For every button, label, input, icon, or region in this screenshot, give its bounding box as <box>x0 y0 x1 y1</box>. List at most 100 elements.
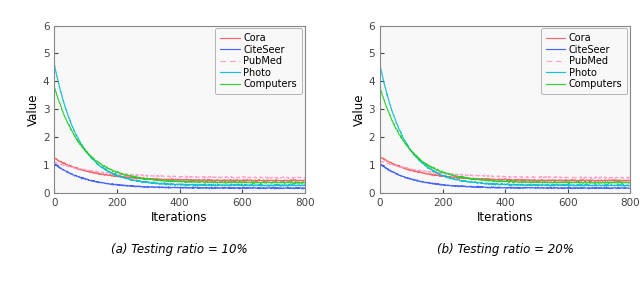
Photo <box>566 183 574 187</box>
PubMed <box>241 176 248 179</box>
Cora <box>196 178 204 182</box>
Line: PubMed: PubMed <box>380 161 630 179</box>
Photo <box>51 64 58 67</box>
Line: Computers: Computers <box>380 88 630 183</box>
Cora <box>566 179 574 182</box>
Photo <box>528 183 536 187</box>
PubMed <box>267 176 275 180</box>
CiteSeer <box>627 187 634 190</box>
Cora <box>529 179 536 182</box>
Line: Cora: Cora <box>380 157 630 181</box>
PubMed <box>522 175 529 179</box>
Line: Photo: Photo <box>54 65 305 187</box>
CiteSeer <box>51 162 58 166</box>
Photo <box>301 183 308 187</box>
Computers <box>66 125 74 128</box>
Cora <box>260 180 268 183</box>
Cora <box>267 179 275 182</box>
Y-axis label: Value: Value <box>27 93 40 126</box>
Computers <box>392 126 399 130</box>
Photo <box>536 183 543 187</box>
CiteSeer <box>196 186 204 189</box>
Computers <box>536 181 543 184</box>
PubMed <box>285 177 292 180</box>
Computers <box>522 181 529 184</box>
CiteSeer <box>377 162 385 166</box>
Photo <box>522 183 529 187</box>
Photo <box>241 183 248 187</box>
Cora <box>536 179 544 182</box>
CiteSeer <box>593 186 600 189</box>
Photo <box>602 185 610 188</box>
Computers <box>592 181 600 184</box>
X-axis label: Iterations: Iterations <box>477 211 533 224</box>
PubMed <box>301 176 308 179</box>
PubMed <box>51 161 58 164</box>
PubMed <box>376 159 384 162</box>
X-axis label: Iterations: Iterations <box>152 211 208 224</box>
CiteSeer <box>392 172 400 175</box>
Cora <box>66 165 74 168</box>
CiteSeer <box>584 187 592 191</box>
Cora <box>392 164 400 167</box>
Computers <box>627 181 634 184</box>
Computers <box>241 180 248 183</box>
Photo <box>210 183 218 187</box>
Photo <box>266 185 273 188</box>
PubMed <box>51 160 59 164</box>
CiteSeer <box>66 172 74 175</box>
Legend: Cora, CiteSeer, PubMed, Photo, Computers: Cora, CiteSeer, PubMed, Photo, Computers <box>541 28 627 94</box>
PubMed <box>627 176 634 179</box>
Computers <box>203 179 211 183</box>
Y-axis label: Value: Value <box>353 93 365 126</box>
CiteSeer <box>536 187 544 190</box>
Photo <box>392 118 399 122</box>
Line: Cora: Cora <box>54 158 305 181</box>
Text: (b) Testing ratio = 20%: (b) Testing ratio = 20% <box>436 243 573 256</box>
PubMed <box>566 176 574 179</box>
Line: PubMed: PubMed <box>54 162 305 179</box>
CiteSeer <box>376 163 384 166</box>
Computers <box>301 181 308 184</box>
Cora <box>522 178 530 181</box>
PubMed <box>536 175 543 178</box>
Cora <box>203 179 211 182</box>
Cora <box>593 179 600 182</box>
Computers <box>528 180 536 184</box>
CiteSeer <box>203 186 211 189</box>
PubMed <box>67 165 74 169</box>
Cora <box>210 179 218 182</box>
PubMed <box>203 175 211 178</box>
Computers <box>566 180 574 184</box>
Legend: Cora, CiteSeer, PubMed, Photo, Computers: Cora, CiteSeer, PubMed, Photo, Computers <box>215 28 302 94</box>
PubMed <box>592 176 600 179</box>
Photo <box>376 64 384 68</box>
Photo <box>267 184 275 187</box>
Text: (a) Testing ratio = 10%: (a) Testing ratio = 10% <box>111 243 248 256</box>
CiteSeer <box>241 186 248 190</box>
Cora <box>586 180 593 183</box>
Line: CiteSeer: CiteSeer <box>380 164 630 189</box>
PubMed <box>196 175 204 178</box>
Computers <box>196 180 204 183</box>
CiteSeer <box>301 187 308 190</box>
CiteSeer <box>210 187 218 190</box>
Cora <box>627 179 634 182</box>
Computers <box>605 182 612 185</box>
Photo <box>592 183 600 186</box>
Cora <box>51 156 58 160</box>
Line: CiteSeer: CiteSeer <box>54 164 305 189</box>
CiteSeer <box>529 186 536 189</box>
Photo <box>196 183 204 186</box>
CiteSeer <box>566 187 574 190</box>
PubMed <box>211 176 218 179</box>
Cora <box>377 156 385 159</box>
CiteSeer <box>522 186 530 190</box>
Computers <box>51 87 58 90</box>
CiteSeer <box>271 187 278 191</box>
Photo <box>66 119 74 123</box>
Cora <box>301 179 308 182</box>
Computers <box>266 181 274 184</box>
Line: Photo: Photo <box>380 66 630 186</box>
Line: Computers: Computers <box>54 89 305 184</box>
